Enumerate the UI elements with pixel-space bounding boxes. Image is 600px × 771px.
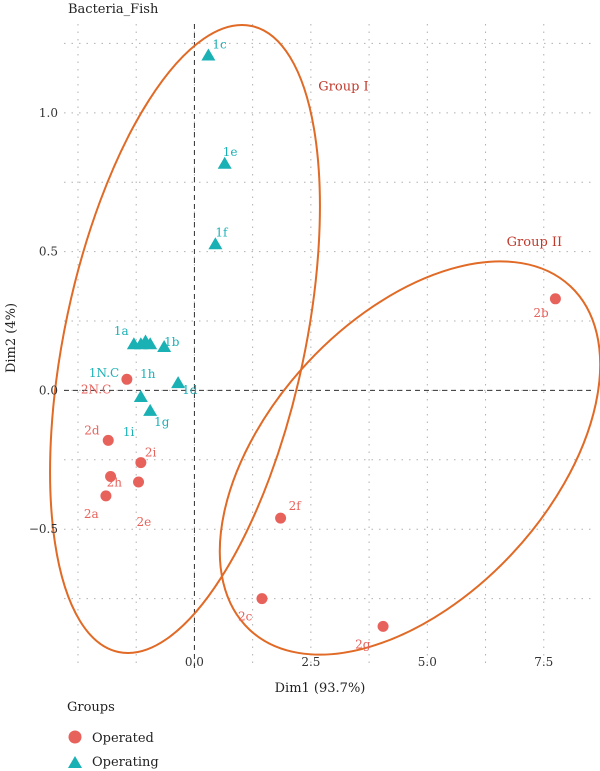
label-2g: 2g xyxy=(355,637,371,651)
group-label-2: Group II xyxy=(507,235,563,250)
label-1c: 1c xyxy=(212,38,227,52)
label-2c: 2c xyxy=(238,610,253,624)
legend-operating-triangle-icon xyxy=(68,756,82,768)
label-2h: 2h xyxy=(107,475,123,489)
group-ellipses xyxy=(49,23,600,656)
legend-title: Groups xyxy=(67,700,115,715)
label-1NC: 1N.C xyxy=(89,366,119,380)
label-2b: 2b xyxy=(533,306,549,320)
y-tick-label: 1.0 xyxy=(39,106,58,120)
point-1b xyxy=(157,340,172,352)
axis-ticks: 0.0 2.5 5.0 7.5 −0.5 0.0 0.5 1.0 xyxy=(29,106,553,669)
group-1-ellipse xyxy=(49,23,321,655)
data-points xyxy=(100,48,561,632)
point-2e xyxy=(133,476,145,488)
label-1e: 1e xyxy=(223,145,238,159)
point-1g xyxy=(143,403,158,416)
point-2b xyxy=(549,293,561,305)
grid-lines xyxy=(64,24,595,668)
x-tick-label: 5.0 xyxy=(418,655,437,669)
label-2a: 2a xyxy=(84,507,99,521)
label-2i: 2i xyxy=(145,446,157,460)
legend: Groups Operated Operating xyxy=(67,700,159,770)
x-tick-label: 7.5 xyxy=(534,655,553,669)
point-2f xyxy=(275,512,287,524)
point-2a xyxy=(100,490,112,502)
point-2d xyxy=(102,434,114,446)
label-2e: 2e xyxy=(137,515,152,529)
x-tick-label: 0.0 xyxy=(185,655,204,669)
point-2i xyxy=(135,457,147,469)
legend-operating-label: Operating xyxy=(92,755,159,770)
point-1c xyxy=(201,48,216,61)
point-1d xyxy=(171,376,186,389)
group-labels: Group I Group II xyxy=(318,80,562,250)
point-1i xyxy=(133,389,148,402)
label-1d: 1d xyxy=(182,383,198,397)
point-labels: 2b 2c 2g 2f 2N.C 2d 2i 2h 2e 2a 1c 1e 1f 1a 1b 1N.C 1h 1d… xyxy=(81,38,549,652)
label-1f: 1f xyxy=(215,225,229,239)
label-1h: 1h xyxy=(140,367,156,381)
point-1f xyxy=(208,237,223,250)
point-2c xyxy=(256,593,268,605)
y-tick-label: 0.0 xyxy=(39,383,58,397)
y-tick-label: 0.5 xyxy=(39,245,58,259)
point-2NC xyxy=(121,373,133,385)
label-1b: 1b xyxy=(164,335,180,349)
chart-title: Bacteria_Fish xyxy=(68,2,159,17)
label-2f: 2f xyxy=(289,499,303,513)
x-axis-title: Dim1 (93.7%) xyxy=(275,681,366,696)
point-1NC xyxy=(133,337,148,350)
label-2d: 2d xyxy=(84,423,100,437)
legend-operated-circle-icon xyxy=(68,730,82,744)
label-1a: 1a xyxy=(114,324,129,338)
y-axis-title: Dim2 (4%) xyxy=(4,303,19,373)
label-1i: 1i xyxy=(123,425,135,439)
label-2NC: 2N.C xyxy=(81,382,111,396)
label-1g: 1g xyxy=(154,415,170,429)
point-1h xyxy=(143,337,158,350)
point-2g xyxy=(377,620,389,632)
x-tick-label: 2.5 xyxy=(301,655,320,669)
group-2-ellipse xyxy=(218,260,600,656)
y-tick-label: −0.5 xyxy=(29,522,58,536)
point-1e xyxy=(217,156,232,169)
group-label-1: Group I xyxy=(318,80,368,95)
point-2h xyxy=(105,470,117,482)
legend-operated-label: Operated xyxy=(92,731,154,746)
